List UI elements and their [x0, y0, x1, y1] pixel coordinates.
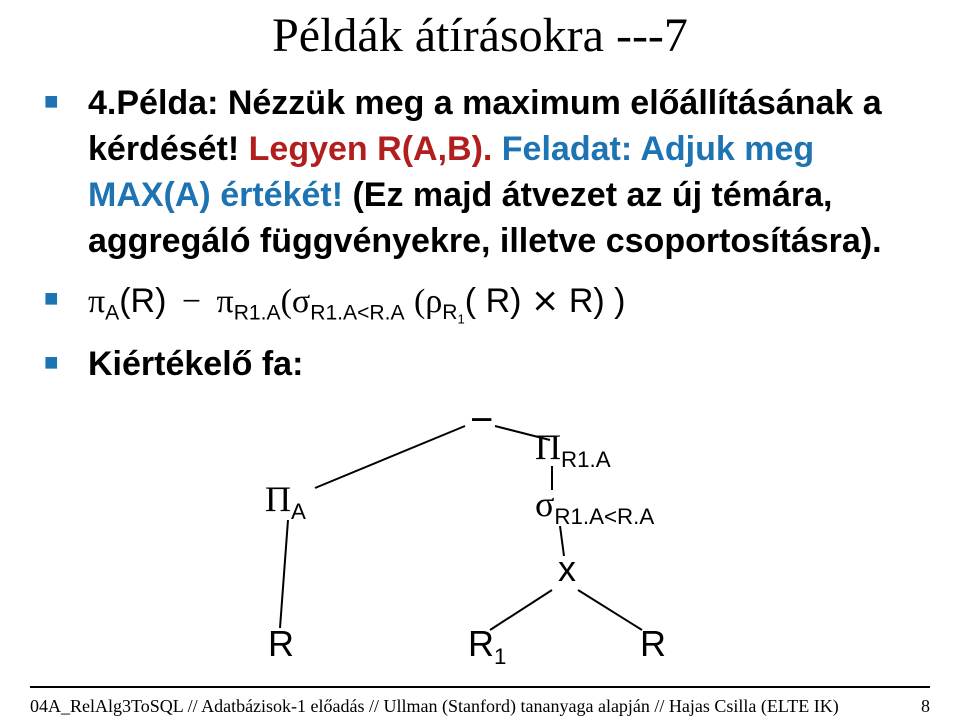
pi-2: π: [217, 283, 234, 320]
para1-s2: Legyen R(A,B).: [249, 130, 502, 168]
node-r-left-label: R: [268, 623, 294, 664]
bullet-expression: πA(R) − πR1.A(σR1.A<R.A (ρR1( R) ⨯ R) ): [88, 279, 920, 329]
bullet-1: 4.Példa: Nézzük meg a maximum előállítás…: [88, 81, 920, 265]
node-sigma-sub: R1.A<R.A: [554, 504, 654, 529]
eval-label: Kiértékelő fa:: [88, 345, 303, 383]
node-minus-label: −: [470, 398, 493, 442]
node-pi-a-sym: Π: [265, 479, 291, 519]
slide-footer: 04A_RelAlg3ToSQL // Adatbázisok-1 előadá…: [30, 686, 930, 717]
footer-text: 04A_RelAlg3ToSQL // Adatbázisok-1 előadá…: [30, 696, 839, 717]
node-pi-a: ΠA: [265, 478, 306, 525]
evaluation-tree: − ΠA ΠR1.A σR1.A<R.A x R R1 R: [210, 398, 770, 678]
node-pi-a-sub: A: [291, 499, 306, 524]
node-pi-r1a-sub: R1.A: [561, 447, 611, 472]
node-r1-leaf-sub: 1: [494, 644, 506, 669]
R-1: (R): [119, 282, 166, 320]
footer-page: 8: [921, 696, 930, 717]
rho-sub-r: R: [442, 301, 457, 324]
node-r-right-label: R: [640, 623, 666, 664]
node-pi-r1a-sym: Π: [535, 427, 561, 467]
node-r1-leaf: R1: [468, 623, 506, 670]
sigma-1: (σ: [281, 283, 311, 320]
pi-1-sub: A: [105, 301, 119, 324]
pi-2-sub: R1.A: [234, 301, 281, 324]
slide-title: Példák átírásokra ---7: [0, 8, 960, 63]
minus-1: −: [176, 283, 207, 320]
slide-body: 4.Példa: Nézzük meg a maximum előállítás…: [88, 81, 920, 388]
bullet-eval-label: Kiértékelő fa:: [88, 342, 920, 388]
node-sigma-sym: σ: [535, 484, 554, 524]
node-r-left: R: [268, 623, 294, 665]
rho-1: (ρ: [414, 283, 442, 320]
node-r1-leaf-label: R: [468, 623, 494, 664]
node-cross: x: [558, 548, 576, 590]
node-r-right: R: [640, 623, 666, 665]
node-minus: −: [470, 398, 493, 443]
tail: ( R) ⨯ R) ): [465, 282, 626, 320]
node-sigma: σR1.A<R.A: [535, 483, 654, 530]
node-cross-label: x: [558, 548, 576, 589]
sigma-sub: R1.A<R.A: [310, 301, 404, 324]
node-pi-r1a: ΠR1.A: [535, 426, 611, 473]
rho-sub-1: 1: [458, 312, 465, 327]
pi-1: π: [88, 283, 105, 320]
